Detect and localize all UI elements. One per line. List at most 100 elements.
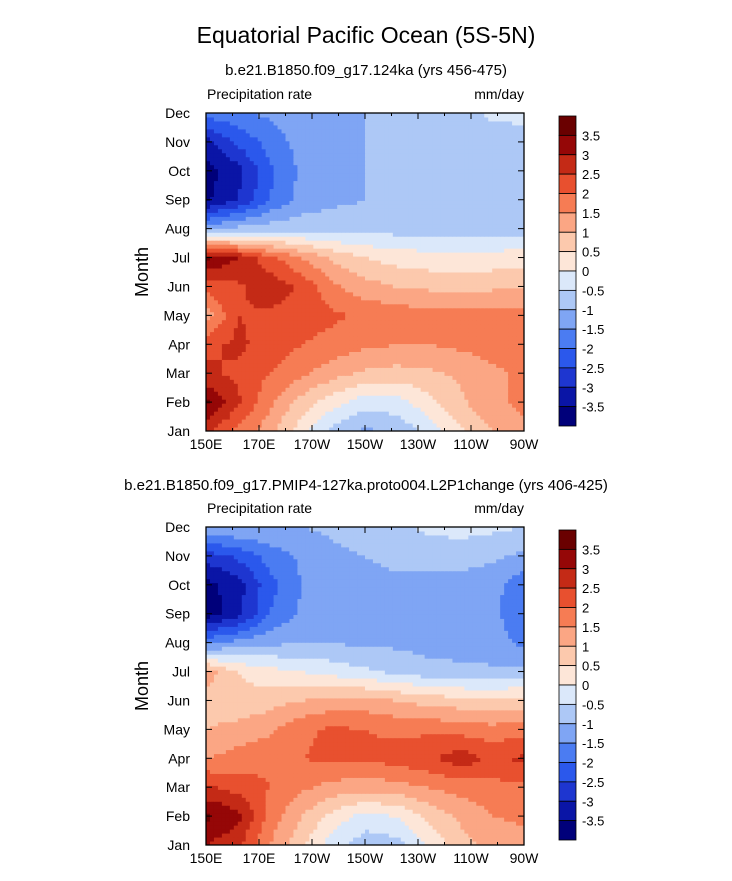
field-cell xyxy=(436,224,442,229)
field-cell xyxy=(472,272,477,277)
field-cell xyxy=(504,244,509,249)
field-cell xyxy=(480,319,485,325)
field-cell xyxy=(448,423,453,428)
field-cell xyxy=(500,303,505,309)
field-cell xyxy=(388,303,394,309)
field-cell xyxy=(476,375,481,380)
field-cell xyxy=(412,331,418,337)
field-cell xyxy=(313,287,318,293)
field-cell xyxy=(436,279,442,285)
field-cell xyxy=(468,335,473,341)
field-cell xyxy=(404,379,410,384)
field-cell xyxy=(520,228,525,233)
field-cell xyxy=(281,415,286,420)
field-cell xyxy=(488,347,493,352)
field-cell xyxy=(460,200,465,205)
field-cell xyxy=(229,279,235,285)
field-cell xyxy=(317,283,322,289)
field-cell xyxy=(452,331,457,337)
field-cell xyxy=(365,351,370,356)
field-cell xyxy=(372,335,378,341)
field-cell xyxy=(460,204,465,209)
field-cell xyxy=(444,303,449,309)
field-cell xyxy=(317,303,322,309)
field-cell xyxy=(206,196,211,201)
field-cell xyxy=(400,232,406,237)
field-cell xyxy=(225,379,231,384)
field-cell xyxy=(400,252,406,257)
field-cell xyxy=(269,275,275,281)
field-cell xyxy=(468,383,473,388)
field-cell xyxy=(516,395,521,400)
field-cell xyxy=(456,331,461,337)
field-cell xyxy=(396,367,402,372)
field-cell xyxy=(520,208,525,213)
field-cell xyxy=(325,419,330,424)
field-cell xyxy=(372,367,378,372)
field-cell xyxy=(368,427,374,432)
field-cell xyxy=(504,375,509,380)
field-cell xyxy=(404,419,410,424)
field-cell xyxy=(257,220,263,225)
field-cell xyxy=(249,240,255,245)
field-cell xyxy=(233,236,239,241)
field-cell xyxy=(448,299,453,305)
field-cell xyxy=(420,224,426,229)
field-cell xyxy=(496,407,501,412)
field-cell xyxy=(520,272,525,277)
field-cell xyxy=(496,192,501,197)
field-cell xyxy=(480,279,485,285)
field-cell xyxy=(281,256,286,261)
field-cell xyxy=(337,228,342,233)
field-cell xyxy=(209,184,215,190)
field-cell xyxy=(460,275,465,281)
field-cell xyxy=(432,188,438,193)
field-cell xyxy=(269,351,275,356)
field-cell xyxy=(484,208,489,213)
field-cell xyxy=(380,343,386,349)
field-cell xyxy=(341,268,346,273)
field-cell xyxy=(353,264,358,269)
field-cell xyxy=(261,335,267,341)
field-cell xyxy=(400,407,406,412)
field-cell xyxy=(325,192,330,197)
field-cell xyxy=(261,287,267,293)
field-cell xyxy=(361,248,366,253)
field-cell xyxy=(265,375,271,380)
field-cell xyxy=(325,375,330,380)
field-cell xyxy=(305,367,310,372)
field-cell xyxy=(464,343,469,349)
field-cell xyxy=(420,379,426,384)
field-cell xyxy=(361,295,366,301)
field-cell xyxy=(380,423,386,428)
field-cell xyxy=(237,212,243,217)
field-cell xyxy=(289,363,294,368)
field-cell xyxy=(341,204,346,209)
field-cell xyxy=(281,295,286,301)
field-cell xyxy=(492,256,497,261)
field-cell xyxy=(241,387,247,392)
field-cell xyxy=(432,403,438,408)
field-cell xyxy=(365,192,370,197)
field-cell xyxy=(476,399,481,404)
field-cell xyxy=(297,339,302,345)
field-cell xyxy=(508,371,513,376)
field-cell xyxy=(384,248,390,253)
field-cell xyxy=(404,299,410,305)
field-cell xyxy=(380,188,386,193)
field-cell xyxy=(480,375,485,380)
field-cell xyxy=(257,323,263,329)
field-cell xyxy=(345,399,350,404)
field-cell xyxy=(440,216,445,221)
field-cell xyxy=(396,327,402,333)
field-cell xyxy=(269,279,275,285)
field-cell xyxy=(508,387,513,392)
field-cell xyxy=(293,331,298,337)
field-cell xyxy=(460,343,465,349)
field-cell xyxy=(456,339,461,345)
field-cell xyxy=(468,275,473,281)
field-cell xyxy=(404,411,410,416)
field-cell xyxy=(253,240,259,245)
field-cell xyxy=(233,427,239,432)
field-cell xyxy=(420,367,426,372)
